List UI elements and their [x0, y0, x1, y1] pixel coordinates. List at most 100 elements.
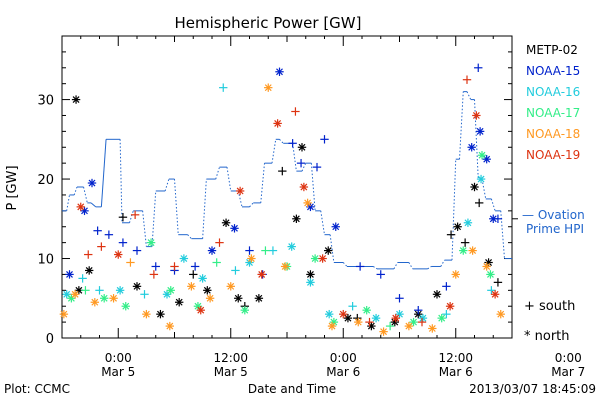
noaa-19-point — [97, 242, 106, 251]
noaa-18-point — [404, 321, 414, 331]
noaa-19-point — [318, 254, 327, 263]
noaa-17-point — [240, 305, 250, 315]
x-tick-label-time: 0:00 — [330, 351, 357, 365]
noaa-16-point — [487, 286, 496, 295]
marker-legend-south: + south — [524, 299, 575, 314]
ovation-prime-segment — [329, 234, 335, 263]
noaa-16-point — [231, 266, 240, 275]
metp-02-point — [460, 238, 470, 247]
ovation-prime-segment — [187, 234, 192, 240]
noaa-18-point — [303, 198, 312, 208]
noaa-16-point — [348, 302, 357, 311]
chart-legend: METP-02 NOAA-15 NOAA-16 NOAA-17 NOAA-18 NOAA-… — [512, 43, 585, 344]
y-tick-label: 30 — [37, 94, 54, 109]
noaa-17-point — [261, 246, 270, 255]
noaa-17-point — [477, 151, 487, 160]
ovation-prime-segment — [342, 262, 348, 267]
noaa-18-point — [109, 294, 118, 303]
noaa-15-point — [296, 158, 306, 168]
ovation-prime-segment — [500, 210, 505, 259]
noaa-15-point — [376, 270, 385, 279]
y-tick-label: 20 — [37, 173, 54, 188]
metp-02-point — [203, 286, 212, 295]
noaa-19-point — [215, 238, 224, 247]
noaa-18-point — [354, 317, 363, 327]
ovation-prime-segment — [215, 166, 220, 180]
noaa-15-point — [474, 63, 483, 72]
x-tick-label-time: 0:00 — [105, 351, 132, 365]
legend-entry-noaa-18: NOAA-18 — [526, 127, 580, 141]
ovation-prime-segment — [301, 162, 307, 172]
noaa-15-point — [207, 246, 217, 255]
noaa-15-point — [320, 135, 329, 144]
noaa-19-point — [472, 111, 481, 120]
legend-ovation-line-2: Prime HPI — [526, 222, 584, 236]
ovation-prime-segment — [393, 262, 399, 270]
metp-02-point — [367, 321, 376, 331]
y-tick-label: 10 — [37, 253, 54, 268]
metp-02-point — [324, 246, 333, 255]
noaa-16-point — [324, 309, 334, 319]
noaa-15-point — [331, 222, 340, 231]
noaa-19-point — [170, 262, 179, 271]
ovation-prime-segment — [119, 139, 123, 223]
legend-entry-noaa-17: NOAA-17 — [526, 106, 580, 120]
noaa-15-point — [355, 262, 365, 271]
noaa-15-point — [118, 238, 128, 247]
noaa-18-point — [70, 290, 80, 299]
metp-02-point — [297, 143, 307, 152]
noaa-16-point — [219, 83, 228, 92]
ovation-prime-segment — [427, 266, 432, 270]
chart-title: Hemispheric Power [GW] — [175, 14, 362, 32]
noaa-17-point — [99, 294, 109, 303]
noaa-18-point — [468, 246, 477, 255]
ovation-prime-segment — [129, 210, 134, 223]
y-axis-label: P [GW] — [5, 165, 20, 210]
noaa-17-point — [212, 258, 221, 267]
ovation-prime-segment — [237, 190, 243, 207]
x-axis-label: Date and Time — [248, 382, 336, 396]
noaa-19-point — [339, 309, 348, 319]
metp-02-point — [118, 213, 128, 222]
noaa-15-point — [275, 67, 284, 76]
ovation-prime-segment — [372, 266, 378, 270]
x-tick-label-time: 0:00 — [555, 351, 582, 365]
noaa-19-point — [365, 317, 374, 327]
ovation-prime-segment — [451, 159, 457, 261]
metp-02-point — [470, 182, 479, 192]
y-axis-ticks: 0 10 20 30 — [37, 35, 512, 347]
x-tick-label-time: 12:00 — [213, 351, 248, 365]
noaa-16-point — [95, 286, 104, 295]
x-tick-label-date: Mar 6 — [326, 365, 360, 379]
noaa-19-point — [273, 119, 282, 128]
ovation-prime-segment — [440, 259, 445, 267]
noaa-18-point — [187, 282, 196, 291]
noaa-17-point — [166, 286, 175, 295]
noaa-19-point — [417, 317, 427, 327]
noaa-16-point — [268, 246, 278, 255]
noaa-17-point — [362, 305, 371, 315]
ovation-prime-segment — [142, 210, 147, 247]
ovation-prime-segment — [490, 198, 496, 211]
noaa-16-point — [476, 174, 486, 184]
noaa-18-point — [496, 309, 505, 319]
noaa-18-point — [165, 321, 175, 331]
marker-legend-north: * north — [524, 329, 570, 344]
noaa-16-point — [78, 274, 87, 283]
noaa-15-point — [288, 139, 297, 148]
metp-02-point — [493, 278, 503, 287]
noaa-16-point — [140, 290, 149, 299]
noaa-19-point — [76, 202, 85, 212]
noaa-18-point — [90, 298, 100, 307]
noaa-15-point — [132, 246, 142, 255]
noaa-16-point — [463, 218, 473, 227]
plot-frame — [61, 35, 513, 339]
noaa-18-point — [379, 327, 388, 336]
ovation-prime-segment — [151, 190, 157, 247]
noaa-19-point — [130, 210, 140, 220]
metp-02-point — [132, 282, 142, 291]
metp-02-point — [432, 290, 442, 299]
noaa-19-point — [462, 75, 472, 84]
scatter-points-layer — [59, 63, 505, 336]
noaa-15-point — [395, 294, 404, 303]
